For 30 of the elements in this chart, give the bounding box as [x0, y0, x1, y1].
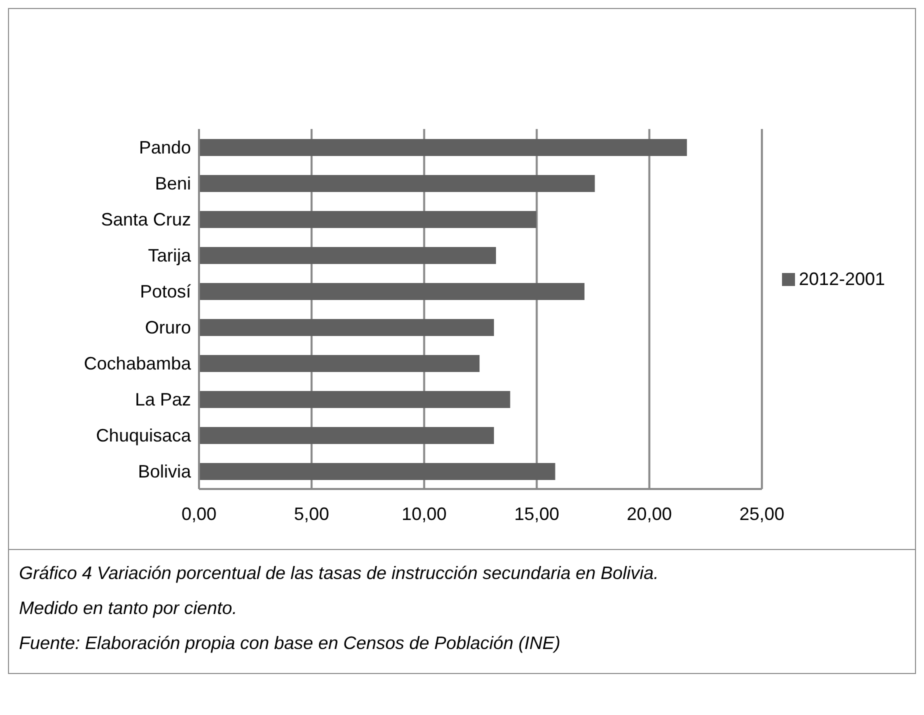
text: Gráfico 4 Variación porcentual de las tasas de instrucción secundaria en Bolivia.: [19, 562, 660, 585]
y-tick-label: Oruro: [144, 317, 191, 338]
x-tick-label: 10,00: [402, 504, 447, 524]
bar: [199, 211, 536, 228]
y-tick-label: Beni: [154, 173, 191, 194]
x-tick-label: 0,00: [181, 504, 217, 524]
y-tick-label: Potosí: [140, 281, 191, 302]
bar: [199, 355, 480, 372]
y-tick-label: Santa Cruz: [100, 209, 191, 230]
bar: [199, 463, 556, 480]
x-tick-label: 20,00: [626, 504, 672, 524]
x-tick-label: 5,00: [294, 504, 330, 524]
y-tick-label: Cochabamba: [84, 353, 192, 374]
bar: [199, 427, 494, 444]
y-tick-label: La Paz: [134, 389, 191, 410]
bar: [199, 247, 496, 264]
x-tick-label: 25,00: [739, 504, 784, 524]
y-tick-label: Tarija: [148, 245, 192, 266]
text: Medido en tanto por ciento.: [19, 597, 238, 620]
y-tick-label: Chuquisaca: [96, 425, 192, 446]
legend-label: 2012-2001: [798, 268, 885, 288]
bar: [199, 175, 595, 192]
source-note: Fuente: Elaboración propia con base en Censos de Población (INE): [19, 632, 562, 655]
bar: [199, 283, 584, 300]
y-tick-label: Pando: [138, 137, 191, 158]
y-tick-label: Bolivia: [138, 461, 192, 482]
bar: [199, 319, 494, 336]
bar: [199, 139, 687, 156]
bar: [199, 391, 510, 408]
x-tick-label: 15,00: [514, 504, 560, 524]
